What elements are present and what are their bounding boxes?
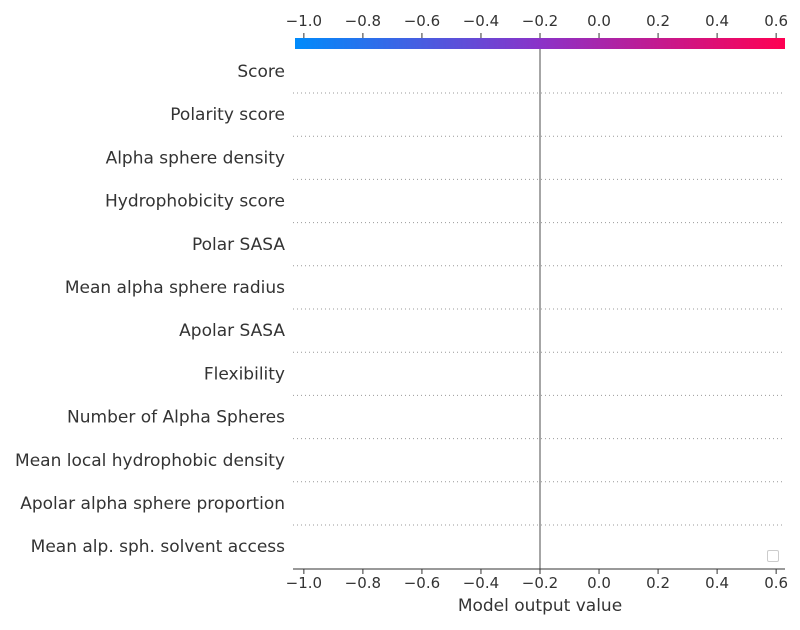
feature-label: Mean alpha sphere radius	[65, 278, 285, 298]
top-tick-label: −0.4	[463, 12, 499, 30]
top-tick-label: 0.0	[587, 12, 611, 30]
bottom-tick-label: −0.2	[522, 574, 558, 592]
top-tick-label: 0.2	[646, 12, 670, 30]
feature-label: Flexibility	[204, 364, 285, 384]
legend-box	[767, 550, 779, 562]
feature-label: Number of Alpha Spheres	[67, 408, 285, 428]
x-axis-label: Model output value	[458, 596, 622, 616]
top-axis: −1.0 −0.8 −0.6 −0.4 −0.2 0.0 0.2 0.4 0.6	[286, 12, 788, 38]
bottom-tick-label: −0.6	[404, 574, 440, 592]
feature-label: Mean alp. sph. solvent access	[31, 537, 285, 557]
feature-label: Alpha sphere density	[106, 148, 285, 168]
top-tick-label: −0.8	[345, 12, 381, 30]
feature-labels: Score Polarity score Alpha sphere density H…	[15, 62, 285, 557]
feature-label: Hydrophobicity score	[105, 192, 285, 212]
top-tick-label: 0.4	[705, 12, 729, 30]
bottom-tick-label: 0.4	[705, 574, 729, 592]
feature-label: Polarity score	[170, 105, 285, 125]
bottom-tick-label: −0.8	[345, 574, 381, 592]
feature-label: Apolar SASA	[179, 321, 285, 341]
feature-label: Apolar alpha sphere proportion	[20, 494, 285, 514]
top-tick-label: −0.2	[522, 12, 558, 30]
gridlines	[293, 92, 785, 526]
top-tick-label: 0.6	[764, 12, 788, 30]
bottom-tick-label: 0.6	[764, 574, 788, 592]
bottom-tick-label: 0.0	[587, 574, 611, 592]
feature-label: Polar SASA	[192, 235, 285, 255]
bottom-tick-label: −1.0	[286, 574, 322, 592]
bottom-tick-label: −0.4	[463, 574, 499, 592]
feature-label: Mean local hydrophobic density	[15, 451, 285, 471]
bottom-tick-label: 0.2	[646, 574, 670, 592]
top-tick-label: −0.6	[404, 12, 440, 30]
top-tick-label: −1.0	[286, 12, 322, 30]
bottom-axis: −1.0 −0.8 −0.6 −0.4 −0.2 0.0 0.2 0.4 0.6	[286, 569, 788, 592]
feature-label: Score	[237, 62, 285, 82]
colorbar	[295, 38, 785, 49]
